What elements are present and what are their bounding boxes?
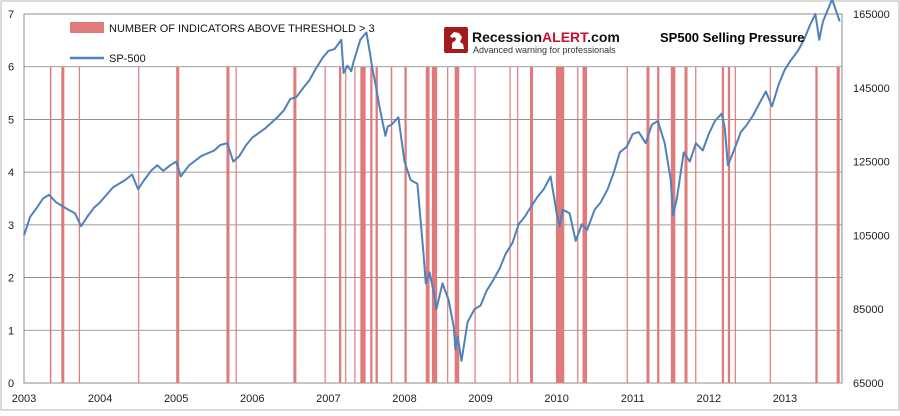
- indicator-bar: [425, 66, 430, 383]
- indicator-bar: [138, 66, 140, 383]
- y-right-tick-label: 85000: [853, 304, 884, 316]
- y-left-tick-label: 0: [8, 378, 14, 390]
- indicator-bar: [727, 66, 731, 383]
- indicator-bar: [226, 66, 230, 383]
- legend-label-sp500: SP-500: [109, 53, 146, 65]
- y-right-tick-label: 65000: [853, 378, 884, 390]
- indicator-bar: [370, 66, 373, 383]
- indicator-bar: [360, 66, 366, 383]
- indicator-bar: [339, 66, 342, 383]
- indicator-bar: [354, 66, 356, 383]
- x-tick-label: 2012: [697, 393, 721, 405]
- indicator-bar: [447, 66, 449, 383]
- indicator-bar: [431, 66, 438, 383]
- indicator-bar: [49, 66, 52, 383]
- y-left-tick-label: 4: [8, 167, 14, 179]
- indicator-bar: [721, 66, 725, 383]
- indicator-bar: [509, 66, 511, 383]
- indicator-bar: [454, 66, 460, 383]
- indicator-bar: [577, 66, 579, 383]
- indicator-bar: [61, 66, 65, 383]
- indicator-bar: [474, 66, 476, 383]
- x-tick-label: 2005: [164, 393, 188, 405]
- logo-name-prefix: Recession: [472, 29, 542, 45]
- indicator-bar: [324, 66, 326, 383]
- indicator-bar: [530, 66, 534, 383]
- indicator-bar: [375, 66, 378, 383]
- x-tick-label: 2006: [240, 393, 264, 405]
- y-right-tick-label: 165000: [853, 9, 890, 21]
- chart-title: SP500 Selling Pressure: [660, 30, 805, 45]
- y-left-tick-label: 7: [8, 9, 14, 21]
- logo-name: RecessionALERT.com: [472, 29, 620, 45]
- y-left-tick-label: 2: [8, 273, 14, 285]
- sp500-line-group: [23, 0, 841, 362]
- logo-knight-shape: [450, 32, 464, 49]
- indicator-bar: [769, 66, 771, 383]
- x-tick-label: 2013: [773, 393, 797, 405]
- indicator-bar: [646, 66, 650, 383]
- logo-name-accent: ALERT: [542, 29, 589, 45]
- legend: NUMBER OF INDICATORS ABOVE THRESHOLD > 3…: [70, 22, 375, 65]
- indicator-bar: [684, 66, 688, 383]
- x-tick-label: 2010: [544, 393, 568, 405]
- legend-swatch-indicators: [70, 22, 104, 33]
- sp500-line: [23, 0, 841, 362]
- recessionalert-logo: RecessionALERT.com Advanced warning for …: [444, 27, 620, 55]
- y-left-tick-label: 6: [8, 62, 14, 74]
- axes: 0 1 2 3 4 5 6 7 65000 85000 105000 125000 145000 1650…: [8, 9, 890, 405]
- indicator-bar: [626, 66, 628, 383]
- indicator-bar: [670, 66, 676, 383]
- indicator-bar: [815, 66, 818, 383]
- y-right-tick-label: 105000: [853, 230, 890, 242]
- indicator-bar: [404, 66, 407, 383]
- x-tick-label: 2008: [392, 393, 416, 405]
- y-right-tick-label: 125000: [853, 157, 890, 169]
- x-tick-label: 2009: [468, 393, 492, 405]
- indicator-bar: [235, 66, 237, 383]
- indicator-bar: [176, 66, 180, 383]
- indicator-bar: [695, 66, 697, 383]
- y-left-tick-label: 1: [8, 325, 14, 337]
- y-left-tick-label: 5: [8, 114, 14, 126]
- y-right-tick-label: 145000: [853, 83, 890, 95]
- indicator-bar: [293, 66, 297, 383]
- indicator-bar: [582, 66, 588, 383]
- x-tick-label: 2007: [316, 393, 340, 405]
- indicator-bar: [734, 66, 736, 383]
- logo-name-suffix: .com: [587, 29, 620, 45]
- indicator-bar: [345, 66, 347, 383]
- x-tick-label: 2003: [12, 393, 36, 405]
- y-left-tick-label: 3: [8, 220, 14, 232]
- indicator-bar: [836, 66, 840, 383]
- x-tick-label: 2004: [88, 393, 112, 405]
- logo-tagline: Advanced warning for professionals: [473, 45, 616, 55]
- indicator-bar: [390, 66, 393, 383]
- indicator-bar: [657, 66, 660, 383]
- x-tick-label: 2011: [621, 393, 645, 405]
- legend-label-indicators: NUMBER OF INDICATORS ABOVE THRESHOLD > 3: [109, 23, 375, 35]
